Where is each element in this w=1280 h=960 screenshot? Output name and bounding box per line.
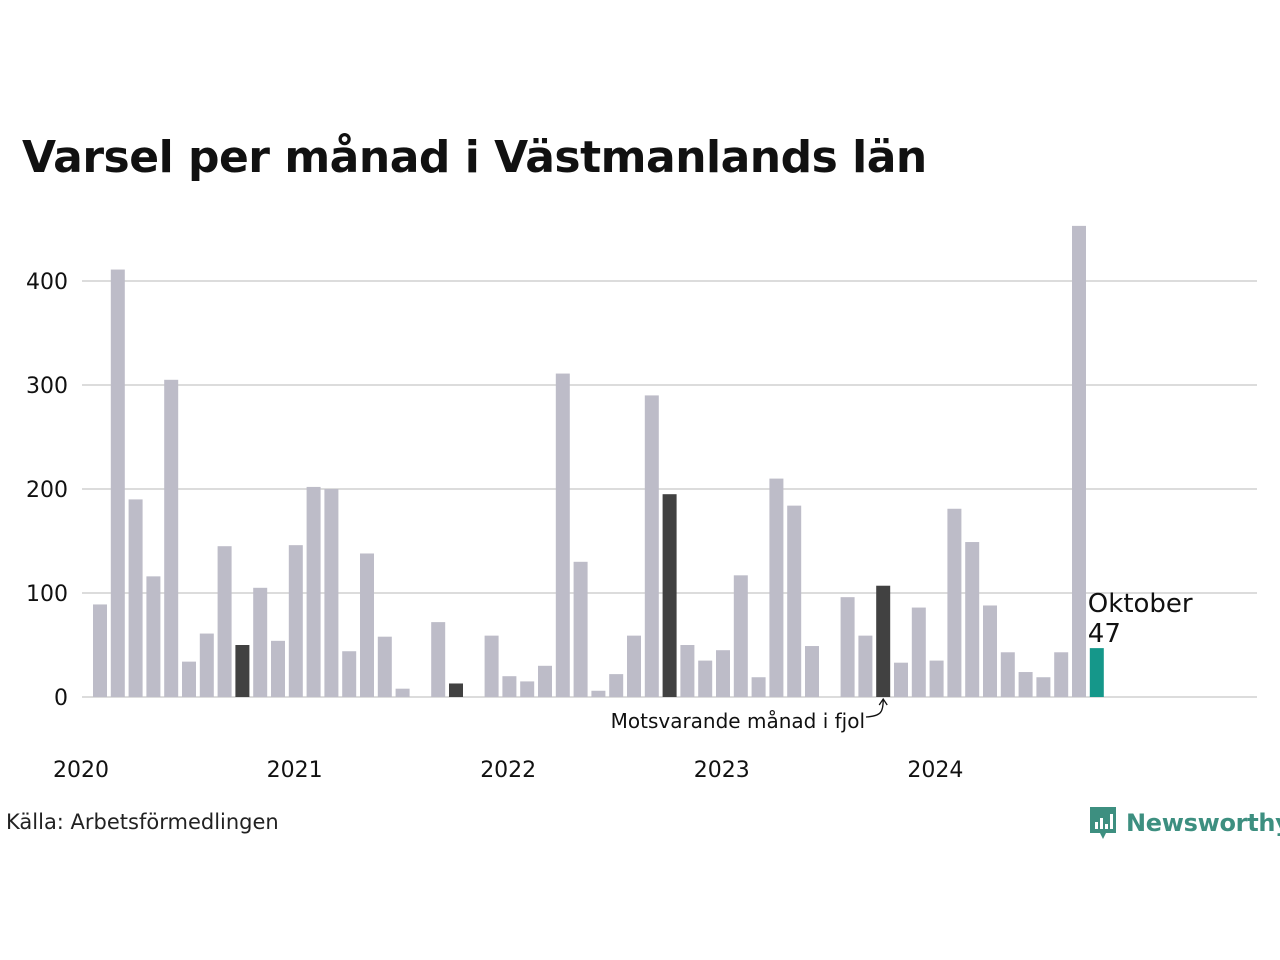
bar: [93, 604, 107, 697]
y-tick-label: 200: [26, 478, 68, 503]
y-tick-label: 300: [26, 374, 68, 399]
bar: [1089, 648, 1104, 697]
logo-text: Newsworthy: [1126, 809, 1280, 837]
y-tick-label: 100: [26, 582, 68, 607]
bar: [1054, 652, 1069, 697]
bar: [342, 651, 357, 697]
bar: [858, 635, 873, 697]
bar: [751, 677, 766, 697]
bar: [306, 486, 321, 697]
bar: [805, 646, 819, 697]
bar: [360, 553, 374, 697]
bar: [716, 650, 730, 697]
x-tick-label: 2024: [907, 758, 963, 783]
bar: [644, 395, 659, 697]
annotation-arrow-head: [878, 697, 888, 706]
bar: [769, 478, 784, 697]
x-tick-label: 2023: [694, 758, 750, 783]
bar: [983, 605, 997, 697]
bar: [182, 661, 196, 697]
current-month-label: Oktober: [1088, 589, 1193, 619]
y-tick-label: 400: [26, 270, 68, 295]
bar: [894, 662, 908, 697]
x-axis-year-labels: 2020 2021 2022 2023 2024: [53, 758, 963, 783]
bar: [128, 499, 143, 697]
bar: [840, 597, 855, 697]
bar: [377, 636, 392, 697]
bar: [110, 269, 125, 697]
bar: [146, 576, 161, 697]
bar: [520, 681, 535, 697]
current-value-label: 47: [1088, 619, 1121, 649]
bar: [395, 688, 410, 697]
bar: [876, 585, 891, 697]
bar: [271, 640, 285, 697]
bar: [1036, 677, 1051, 697]
bar: [947, 508, 962, 697]
bar: [164, 379, 179, 697]
newsworthy-logo: Newsworthy: [1088, 804, 1280, 842]
previous-year-label: Motsvarande månad i fjol: [611, 709, 865, 733]
bar: [929, 660, 944, 697]
bar: [1018, 672, 1033, 697]
bar: [627, 635, 641, 697]
bar: [1000, 652, 1015, 697]
bar: [787, 505, 802, 697]
bar: [609, 674, 624, 697]
bar: [733, 575, 748, 697]
bar: [288, 545, 303, 697]
bar: [199, 633, 214, 697]
bar: [698, 660, 713, 697]
annotation-arrow-line: [865, 699, 884, 718]
bar: [449, 683, 463, 697]
x-tick-label: 2021: [267, 758, 323, 783]
x-tick-label: 2022: [480, 758, 536, 783]
bar: [502, 676, 517, 697]
y-axis-ticks: 0 100 200 300 400: [26, 270, 68, 711]
bar: [538, 665, 552, 697]
bar: [555, 373, 570, 697]
bar: [573, 561, 588, 697]
bar: [965, 542, 980, 697]
bar: [911, 607, 926, 697]
bar: [324, 489, 339, 697]
bar: [235, 645, 250, 697]
bar: [253, 587, 268, 697]
bars: [93, 225, 1104, 697]
chart-bubble-icon: [1090, 807, 1116, 839]
x-tick-label: 2020: [53, 758, 109, 783]
bar: [1072, 225, 1086, 697]
bar: [484, 635, 499, 697]
bar: [591, 690, 606, 697]
bar: [431, 622, 446, 697]
y-tick-label: 0: [54, 686, 68, 711]
bar: [662, 494, 677, 697]
source-note: Källa: Arbetsförmedlingen: [6, 810, 279, 834]
bar: [680, 645, 695, 697]
bar: [217, 546, 232, 697]
chart-title: Varsel per månad i Västmanlands län: [22, 132, 927, 183]
